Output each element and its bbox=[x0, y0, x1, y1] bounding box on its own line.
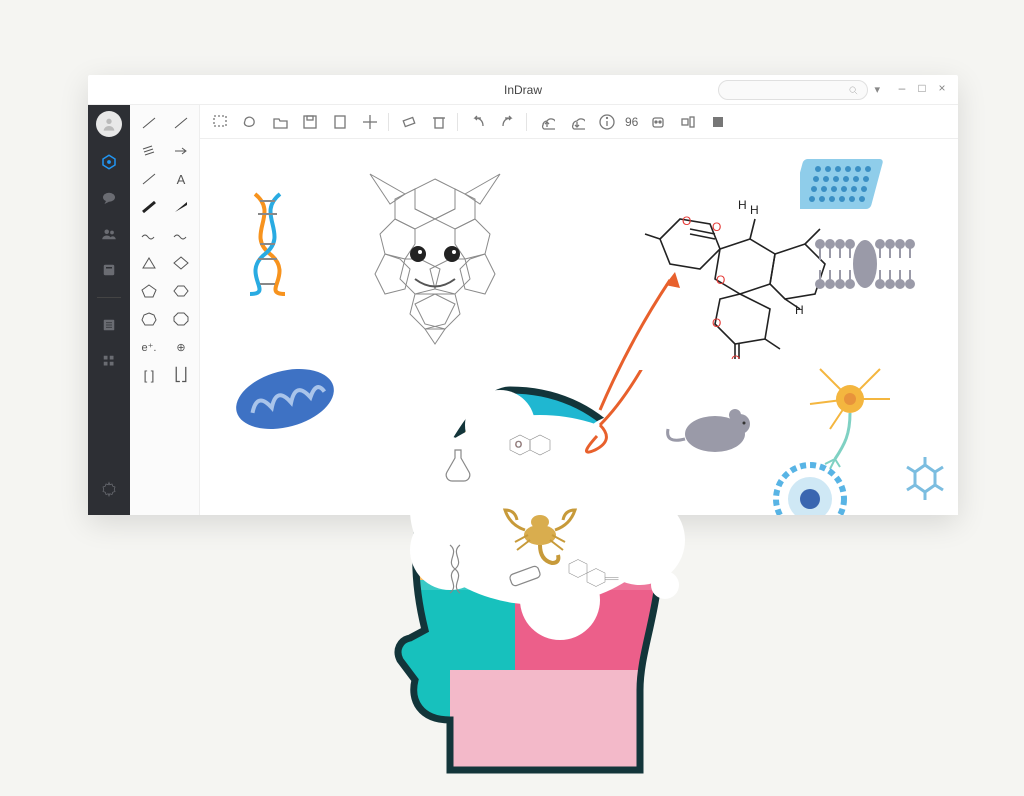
window-controls: – □ × bbox=[894, 81, 950, 95]
tb-lasso[interactable] bbox=[238, 111, 260, 133]
rail-library-icon[interactable] bbox=[98, 259, 120, 281]
search-input[interactable] bbox=[718, 80, 868, 100]
tb-open[interactable] bbox=[268, 111, 290, 133]
membrane-icon bbox=[810, 234, 920, 294]
tool-line[interactable] bbox=[134, 111, 164, 135]
tb-sep bbox=[388, 113, 389, 131]
snowflake-icon bbox=[900, 457, 950, 507]
tb-align[interactable] bbox=[676, 111, 698, 133]
svg-text:O: O bbox=[716, 273, 725, 287]
tool-hash[interactable] bbox=[134, 139, 164, 163]
mitochondrion-icon bbox=[230, 364, 340, 434]
rail-contacts-icon[interactable] bbox=[98, 223, 120, 245]
svg-text:H: H bbox=[750, 203, 759, 217]
tb-redo[interactable] bbox=[496, 111, 518, 133]
cell-icon bbox=[770, 459, 850, 515]
search-icon bbox=[848, 85, 859, 96]
canvas[interactable]: OO OO O HHH O bbox=[200, 139, 958, 515]
svg-text:O: O bbox=[712, 316, 721, 330]
tool-panel: A e⁺. ⊕ [ ] ⎣⎦ bbox=[130, 105, 200, 515]
neuron-icon bbox=[790, 359, 910, 469]
wifi-icon: ▾ bbox=[874, 83, 880, 96]
tb-fill[interactable] bbox=[706, 111, 728, 133]
rail-molecule-icon[interactable] bbox=[98, 151, 120, 173]
tool-wedge[interactable] bbox=[166, 195, 196, 219]
tb-cloud-up[interactable] bbox=[535, 111, 557, 133]
tool-octagon[interactable] bbox=[166, 307, 196, 331]
tb-sep bbox=[457, 113, 458, 131]
fullerene-face bbox=[330, 159, 540, 369]
tb-counter[interactable]: 96 bbox=[625, 111, 638, 133]
rail-chat-icon[interactable] bbox=[98, 187, 120, 209]
tb-cloud-down[interactable] bbox=[565, 111, 587, 133]
tool-line2[interactable] bbox=[166, 111, 196, 135]
dna-icon bbox=[240, 189, 300, 299]
tool-bracket[interactable]: [ ] bbox=[134, 363, 164, 387]
app-window: InDraw ▾ – □ × bbox=[88, 75, 958, 515]
svg-text:H: H bbox=[738, 198, 747, 212]
svg-text:O: O bbox=[712, 220, 721, 234]
toolbar: 96 bbox=[200, 105, 958, 139]
tb-save[interactable] bbox=[298, 111, 320, 133]
rail-grid-icon[interactable] bbox=[98, 350, 120, 372]
tb-undo[interactable] bbox=[466, 111, 488, 133]
tool-hexagon[interactable] bbox=[166, 279, 196, 303]
tb-eraser[interactable] bbox=[397, 111, 419, 133]
close-button[interactable]: × bbox=[934, 81, 950, 95]
tool-bold-line[interactable] bbox=[134, 195, 164, 219]
main-area: 96 bbox=[200, 105, 958, 515]
wellplate-icon bbox=[800, 154, 890, 214]
tool-slash[interactable] bbox=[134, 167, 164, 191]
minimize-button[interactable]: – bbox=[894, 81, 910, 95]
titlebar: InDraw ▾ – □ × bbox=[88, 75, 958, 105]
tool-arrow[interactable] bbox=[166, 139, 196, 163]
settings-icon[interactable] bbox=[98, 479, 120, 501]
tool-electron2[interactable]: ⊕ bbox=[166, 335, 196, 359]
tool-diamond[interactable] bbox=[166, 251, 196, 275]
tool-wavy2[interactable] bbox=[166, 223, 196, 247]
mouse-icon bbox=[660, 399, 760, 459]
tb-info[interactable] bbox=[595, 111, 617, 133]
rail-list-icon[interactable] bbox=[98, 314, 120, 336]
tool-pentagon[interactable] bbox=[134, 279, 164, 303]
window-body: A e⁺. ⊕ [ ] ⎣⎦ bbox=[88, 105, 958, 515]
left-rail bbox=[88, 105, 130, 515]
rail-separator bbox=[97, 297, 121, 298]
tool-triangle[interactable] bbox=[134, 251, 164, 275]
svg-text:O: O bbox=[731, 353, 740, 359]
window-title: InDraw bbox=[504, 83, 542, 97]
svg-text:H: H bbox=[795, 303, 804, 317]
tool-electron[interactable]: e⁺. bbox=[134, 335, 164, 359]
tb-crop[interactable] bbox=[358, 111, 380, 133]
maximize-button[interactable]: □ bbox=[914, 81, 930, 95]
avatar[interactable] bbox=[96, 111, 122, 137]
svg-text:O: O bbox=[682, 214, 691, 228]
tb-trash[interactable] bbox=[427, 111, 449, 133]
tool-text[interactable]: A bbox=[166, 167, 196, 191]
tb-select[interactable] bbox=[208, 111, 230, 133]
tool-heptagon[interactable] bbox=[134, 307, 164, 331]
tb-sep bbox=[526, 113, 527, 131]
tb-new[interactable] bbox=[328, 111, 350, 133]
tool-wavy[interactable] bbox=[134, 223, 164, 247]
tool-bracket2[interactable]: ⎣⎦ bbox=[166, 363, 196, 387]
tb-robot[interactable] bbox=[646, 111, 668, 133]
